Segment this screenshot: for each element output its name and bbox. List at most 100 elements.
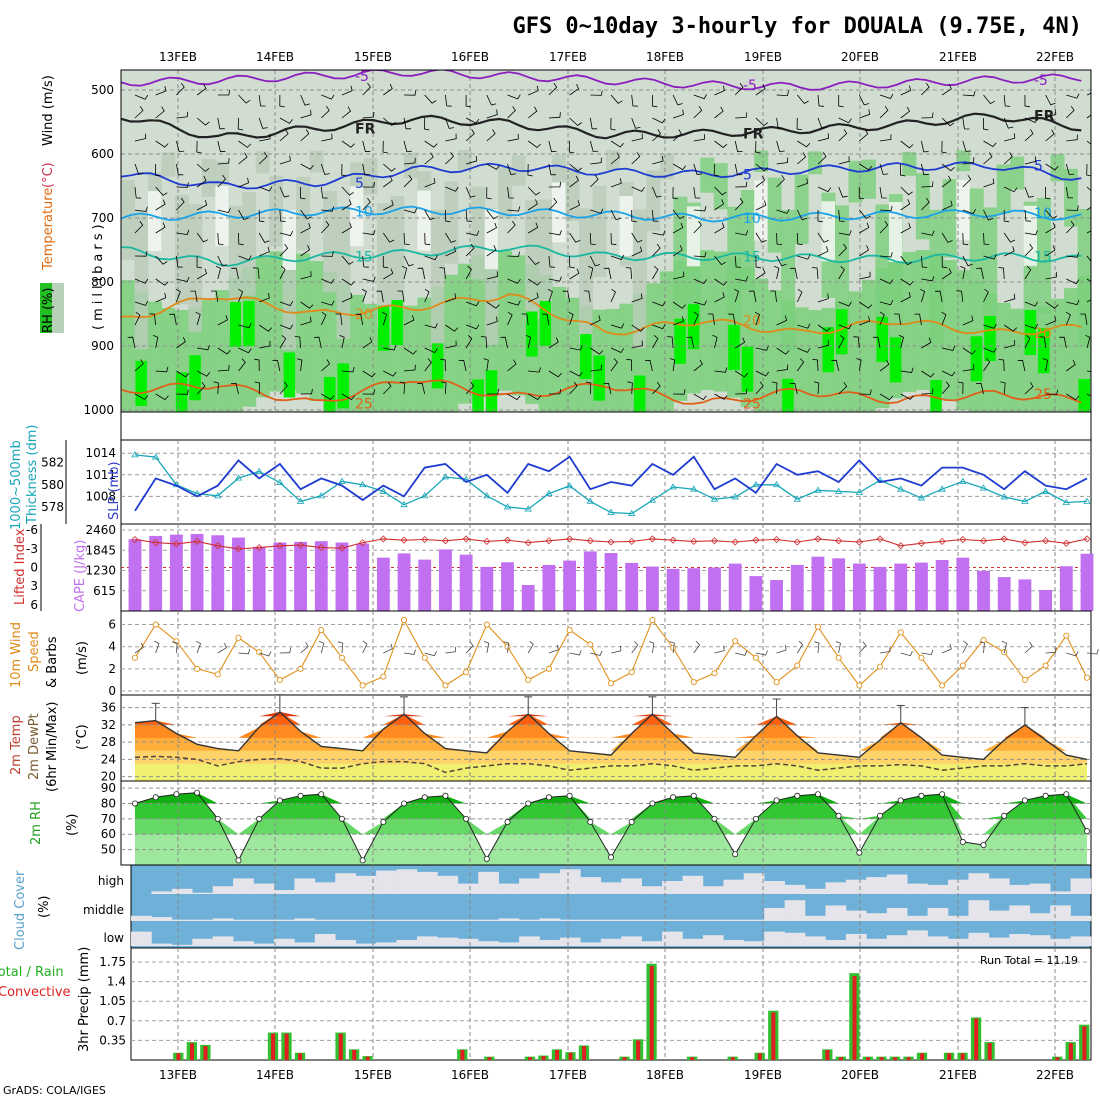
cloud-low-21: [559, 937, 581, 946]
cape-bar-23: [604, 553, 618, 611]
precip-axis-label: 3hr Precip (mm): [77, 947, 92, 1052]
chart-title: GFS 0~10day 3-hourly for DOUALA (9.75E, …: [512, 14, 1082, 39]
cloud-low-18: [498, 942, 520, 946]
wind-barb-18-1: [507, 106, 516, 119]
cloud-middle-29: [723, 919, 745, 921]
rh-band-low-43: [700, 250, 715, 391]
wind10m-point-30: [752, 654, 759, 661]
wind-barb-7-2: [279, 129, 289, 142]
wind-barb-40-9: [956, 290, 964, 303]
wind-barb-0-1: [134, 106, 144, 119]
thickness-tick-582: 582: [41, 456, 64, 470]
precip-conv-bar-47: [771, 1012, 776, 1060]
thickness-point-32: [793, 495, 801, 502]
rh-band-mid-58: [902, 151, 917, 176]
wind-barb-41-13: [975, 382, 984, 395]
wind-barb-17-10: [486, 316, 498, 326]
pressure-tick-600: 600: [91, 147, 114, 161]
cloud-middle-5: [233, 919, 254, 921]
wind-barb-14-6: [424, 232, 431, 246]
wind-barb-29-9: [733, 288, 739, 303]
rh-band-high-12: [283, 352, 296, 398]
wind-barb-9-6: [321, 220, 330, 234]
wind-barb-5-7: [238, 255, 252, 261]
cloud-middle-17: [478, 919, 499, 921]
wind-barb-7-9: [279, 301, 294, 307]
wind-barb-22-11: [590, 347, 604, 355]
wind-barb-43-9: [1024, 301, 1039, 307]
lifted-index-point-39: [938, 537, 946, 545]
wind-barb-10-12: [341, 366, 355, 373]
cape-bar-8: [294, 541, 307, 611]
rh-band-mid-31: [538, 199, 553, 319]
top-date-14FEB: 14FEB: [256, 50, 294, 64]
rh-band-dry-42: [686, 206, 701, 267]
wind-barb-17-1: [486, 109, 498, 119]
bottom-date-16FEB: 16FEB: [451, 1068, 489, 1082]
cloud-middle-12: [376, 919, 397, 921]
thickness-point-26: [669, 483, 677, 490]
wind-barb-8-13: [300, 388, 313, 395]
cape-bar-43: [1018, 579, 1032, 611]
rh-band-mid-46: [740, 189, 755, 290]
wind-barb-4-5: [217, 207, 231, 214]
cape-lifted-panel: 615 1230 1845 2460 -6 -3 0 3 6 Lifted Index CAPE…: [13, 523, 1094, 612]
wind-barb-32-8: [789, 267, 798, 280]
wind-barb-4-11: [217, 347, 231, 355]
cloud-low-23: [600, 938, 622, 946]
lifted-index-point-30: [752, 536, 760, 544]
rh2m-unit: (%): [65, 814, 80, 837]
wind-barb-35-3: [859, 163, 873, 171]
isotherm-label-FR-1: FR: [743, 127, 764, 143]
rh-band-mid-32: [552, 154, 567, 185]
bottom-date-17FEB: 17FEB: [549, 1068, 587, 1082]
lifted-index-point-27: [690, 537, 698, 545]
isotherm-label-5-2: 5: [1034, 159, 1043, 175]
wind-barb-34-9: [838, 301, 852, 307]
wind10m-barb-10: [337, 641, 344, 654]
thickness-point-8: [296, 497, 305, 504]
temp2m-line: [134, 710, 1088, 761]
wind-barb-45-10: [1065, 311, 1071, 326]
cloud-low-2: [171, 944, 193, 946]
wind-barb-24-7: [631, 246, 643, 257]
wind-barb-7-5: [279, 209, 286, 222]
wind-barb-38-3: [921, 163, 929, 176]
wind10m-point-5: [235, 634, 242, 641]
wind-barb-1-5: [155, 199, 166, 211]
wind-barb-21-10: [568, 311, 574, 326]
wind-barb-7-3: [279, 155, 291, 165]
wind-barb-37-5: [900, 199, 911, 211]
precip-tick-1.75: 1.75: [99, 955, 126, 969]
wind-barb-31-5: [776, 208, 790, 214]
wind-barb-5-2: [238, 140, 252, 148]
wind-barb-42-7: [1004, 246, 1015, 257]
wind10m-point-7: [276, 676, 283, 683]
wind-barb-45-4: [1065, 186, 1074, 199]
wind-barb-37-9: [900, 291, 911, 303]
wind-barb-45-13: [1066, 393, 1080, 401]
wind-barb-7-4: [279, 186, 290, 198]
cloud-low-8: [294, 942, 316, 946]
wind-barb-1-2: [155, 140, 169, 148]
wind-barb-44-13: [1045, 389, 1059, 396]
wind-barb-35-0: [858, 94, 870, 106]
wind-barb-33-13: [813, 381, 820, 395]
wind-barb-15-11: [445, 340, 457, 349]
wind-barb-40-13: [958, 381, 964, 395]
cloud-high-13: [396, 869, 418, 894]
wind-barb-32-2: [797, 140, 811, 148]
wind-barb-23-3: [610, 152, 620, 165]
wind-barb-24-6: [631, 232, 643, 243]
wind-barb-14-0: [424, 94, 437, 104]
pressure-tick-700: 700: [91, 211, 114, 225]
top-date-18FEB: 18FEB: [646, 50, 684, 64]
wind-barb-33-9: [817, 293, 829, 303]
wind-barb-3-7: [196, 255, 202, 269]
cloud-high-7: [273, 890, 295, 894]
wind10m-point-16: [463, 669, 470, 676]
wind-barb-10-11: [339, 335, 345, 349]
temp-tick-28: 28: [101, 735, 116, 749]
wind-barb-29-0: [734, 82, 744, 96]
precip-conv-bar-17: [365, 1056, 370, 1060]
